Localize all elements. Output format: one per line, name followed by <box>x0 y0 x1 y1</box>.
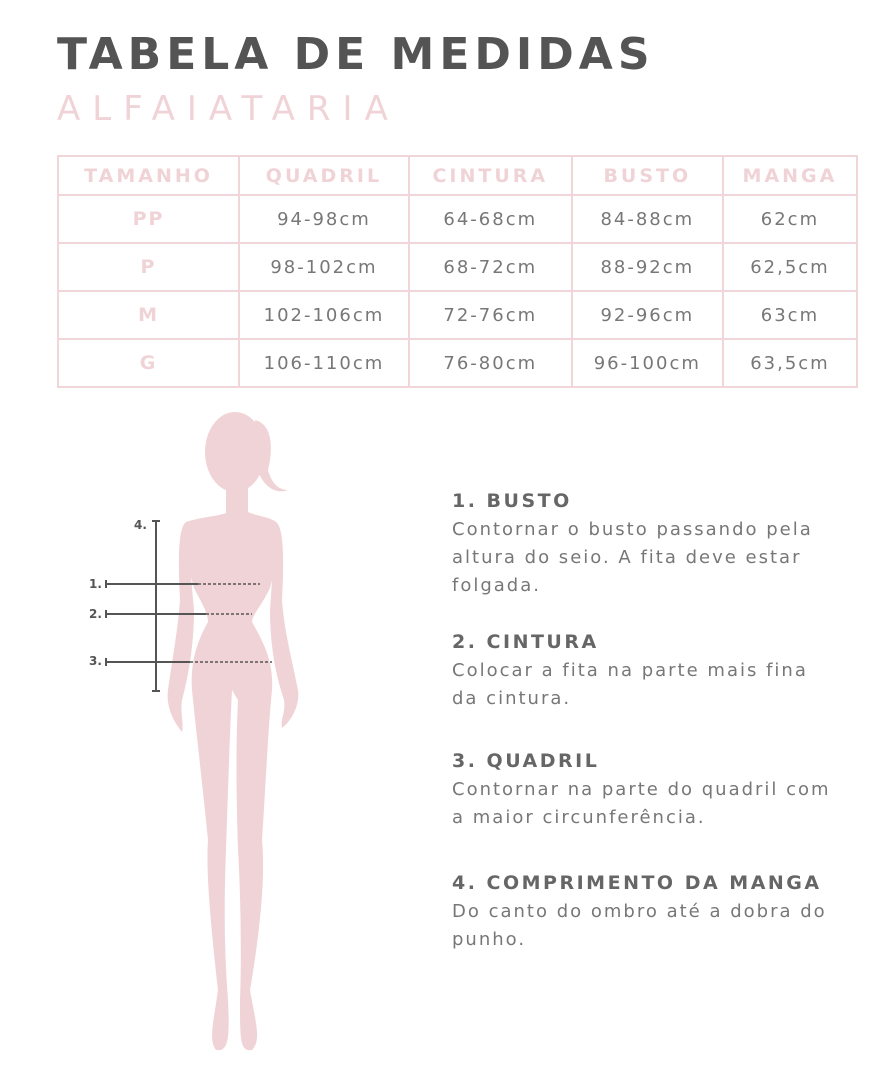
instruction-text: Colocar a fita na parte mais fina da cin… <box>452 660 808 709</box>
table-cell: 63cm <box>721 290 859 340</box>
marker-label: 2. <box>89 607 102 621</box>
table-cell: 106-110cm <box>238 338 410 388</box>
marker-label: 1. <box>89 577 102 591</box>
table-cell: 102-106cm <box>238 290 410 340</box>
table-row: P 98-102cm 68-72cm 88-92cm 62,5cm <box>56 242 859 292</box>
size-table: TAMANHO QUADRIL CINTURA BUSTO MANGA PP 9… <box>56 155 859 388</box>
table-cell: 63,5cm <box>721 338 859 388</box>
header-cell: BUSTO <box>570 155 724 196</box>
size-cell: PP <box>56 194 241 244</box>
header-cell: MANGA <box>721 155 859 196</box>
table-row: G 106-110cm 76-80cm 96-100cm 63,5cm <box>56 338 859 388</box>
header-cell: CINTURA <box>407 155 573 196</box>
header-cell: TAMANHO <box>56 155 241 196</box>
table-cell: 62,5cm <box>721 242 859 292</box>
body-silhouette-figure: 4. 1. 2. 3. <box>89 412 299 1051</box>
table-row: PP 94-98cm 64-68cm 84-88cm 62cm <box>56 194 859 244</box>
page-title: TABELA DE MEDIDAS <box>57 29 655 80</box>
size-cell: P <box>56 242 241 292</box>
marker-label: 4. <box>134 518 147 532</box>
table-cell: 84-88cm <box>570 194 724 244</box>
instruction-title: 1. BUSTO <box>452 490 572 512</box>
instruction-cintura: 2. CINTURA Colocar a fita na parte mais … <box>452 629 872 713</box>
table-cell: 94-98cm <box>238 194 410 244</box>
instruction-title: 2. CINTURA <box>452 631 599 653</box>
table-header-row: TAMANHO QUADRIL CINTURA BUSTO MANGA <box>56 155 859 196</box>
table-cell: 72-76cm <box>407 290 573 340</box>
table-row: M 102-106cm 72-76cm 92-96cm 63cm <box>56 290 859 340</box>
instruction-title: 3. QUADRIL <box>452 750 600 772</box>
instruction-quadril: 3. QUADRIL Contornar na parte do quadril… <box>452 748 872 832</box>
table-cell: 98-102cm <box>238 242 410 292</box>
table-cell: 96-100cm <box>570 338 724 388</box>
table-cell: 68-72cm <box>407 242 573 292</box>
instruction-text: Contornar na parte do quadril com a maio… <box>452 779 831 828</box>
table-cell: 62cm <box>721 194 859 244</box>
instruction-busto: 1. BUSTO Contornar o busto passando pela… <box>452 488 872 600</box>
table-cell: 76-80cm <box>407 338 573 388</box>
size-cell: M <box>56 290 241 340</box>
silhouette-icon <box>167 412 299 1051</box>
size-cell: G <box>56 338 241 388</box>
marker-label: 3. <box>89 654 102 668</box>
table-cell: 92-96cm <box>570 290 724 340</box>
instruction-manga: 4. COMPRIMENTO DA MANGA Do canto do ombr… <box>452 870 872 954</box>
page-subtitle: ALFAIATARIA <box>57 89 400 129</box>
table-cell: 64-68cm <box>407 194 573 244</box>
header-cell: QUADRIL <box>238 155 410 196</box>
instruction-text: Do canto do ombro até a dobra do punho. <box>452 901 827 950</box>
measurement-lines <box>105 520 272 692</box>
instruction-text: Contornar o busto passando pela altura d… <box>452 519 813 596</box>
instruction-title: 4. COMPRIMENTO DA MANGA <box>452 872 822 894</box>
table-cell: 88-92cm <box>570 242 724 292</box>
